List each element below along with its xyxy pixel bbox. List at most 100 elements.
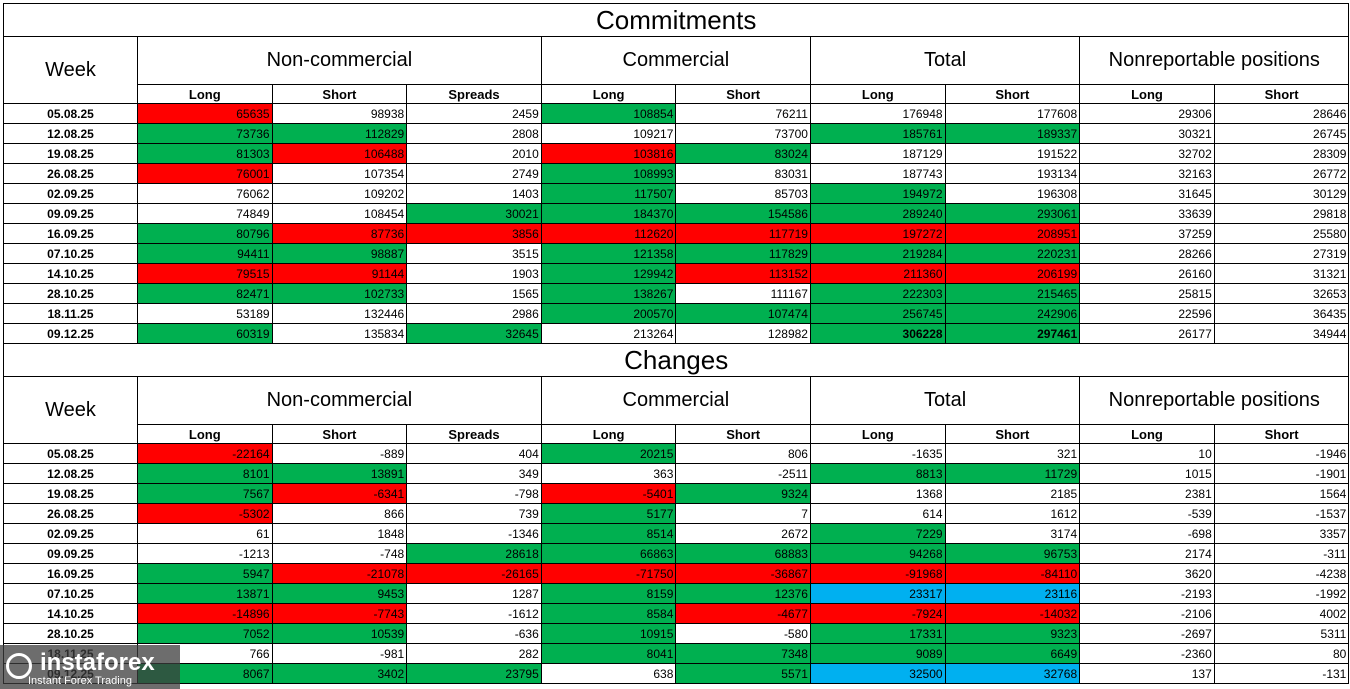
value-cell: 137	[1079, 663, 1215, 684]
value-cell: 26160	[1079, 263, 1215, 284]
value-cell: 806	[675, 443, 811, 464]
value-cell: 638	[540, 663, 677, 684]
data-row: 19.08.25 7567 -6341 -798 -5401 9324 1368 2185 23…	[3, 483, 1350, 504]
data-row: 28.10.25 82471 102733 1565 138267 111167 22230…	[3, 283, 1350, 304]
week-cell: 18.11.25	[3, 303, 138, 324]
value-cell: 206199	[944, 263, 1081, 284]
data-row: 12.08.25 8101 13891 349 363 -2511 8813 11729 101…	[3, 463, 1350, 484]
value-cell: 7052	[137, 623, 273, 644]
value-cell: 29306	[1079, 103, 1215, 124]
column-header: Short	[675, 424, 811, 444]
value-cell: 113152	[675, 263, 811, 284]
column-header: Short	[944, 424, 1081, 444]
value-cell: 11729	[944, 463, 1081, 484]
value-cell: -889	[271, 443, 408, 464]
value-cell: -71750	[540, 563, 677, 584]
value-cell: 196308	[944, 183, 1081, 204]
value-cell: 2808	[406, 123, 542, 144]
value-cell: 30321	[1079, 123, 1215, 144]
data-row: 09.09.25 -1213 -748 28618 66863 68883 94268 967…	[3, 543, 1350, 564]
value-cell: 404	[406, 443, 542, 464]
value-cell: 242906	[944, 303, 1081, 324]
value-cell: 222303	[809, 283, 946, 304]
value-cell: 96753	[944, 543, 1081, 564]
value-cell: 32163	[1079, 163, 1215, 184]
value-cell: 68883	[675, 543, 811, 564]
value-cell: 197272	[809, 223, 946, 244]
week-cell: 12.08.25	[3, 463, 138, 484]
value-cell: 8101	[137, 463, 273, 484]
value-cell: 256745	[809, 303, 946, 324]
value-cell: 36435	[1213, 303, 1350, 324]
value-cell: 185761	[809, 123, 946, 144]
value-cell: 176948	[809, 103, 946, 124]
value-cell: 32702	[1079, 143, 1215, 164]
data-row: 16.09.25 5947 -21078 -26165 -71750 -36867 -919…	[3, 563, 1350, 584]
sub-header-row: Long Short Spreads Long Short Long Short Long Sh…	[4, 84, 1350, 104]
value-cell: 27319	[1213, 243, 1350, 264]
value-cell: -5302	[137, 503, 273, 524]
week-cell: 14.10.25	[3, 603, 138, 624]
column-header: Short	[271, 84, 408, 104]
value-cell: 2185	[944, 483, 1081, 504]
week-cell: 28.10.25	[3, 623, 138, 644]
data-row: 05.08.25 -22164 -889 404 20215 806 -1635 321 10-…	[3, 443, 1350, 464]
week-cell: 28.10.25	[3, 283, 138, 304]
value-cell: 5571	[675, 663, 811, 684]
value-cell: 154586	[675, 203, 811, 224]
value-cell: 26772	[1213, 163, 1350, 184]
value-cell: -636	[406, 623, 542, 644]
value-cell: 81303	[137, 143, 273, 164]
value-cell: 91144	[271, 263, 408, 284]
value-cell: 6649	[944, 643, 1081, 664]
group-header: Non-commercial	[137, 36, 542, 85]
group-header-row: Week Non-commercial Commercial Total Nonrepo…	[3, 36, 1350, 104]
data-row: 02.09.25 76062 109202 1403 117507 85703 194972…	[3, 183, 1350, 204]
week-cell: 09.09.25	[3, 203, 138, 224]
value-cell: 73700	[675, 123, 811, 144]
value-cell: -2106	[1079, 603, 1215, 624]
value-cell: 8041	[540, 643, 677, 664]
value-cell: 102733	[271, 283, 408, 304]
value-cell: 32768	[944, 663, 1081, 684]
value-cell: 23795	[406, 663, 542, 684]
value-cell: -981	[271, 643, 408, 664]
value-cell: -1612	[406, 603, 542, 624]
value-cell: 66863	[540, 543, 677, 564]
value-cell: 3402	[271, 663, 408, 684]
value-cell: -311	[1213, 543, 1350, 564]
week-cell: 05.08.25	[3, 103, 138, 124]
value-cell: 10915	[540, 623, 677, 644]
value-cell: 2174	[1079, 543, 1215, 564]
value-cell: 129942	[540, 263, 677, 284]
value-cell: -36867	[675, 563, 811, 584]
value-cell: 61	[137, 523, 273, 544]
value-cell: -580	[675, 623, 811, 644]
value-cell: 117829	[675, 243, 811, 264]
value-cell: 32500	[809, 663, 946, 684]
value-cell: 29818	[1213, 203, 1350, 224]
value-cell: 293061	[944, 203, 1081, 224]
value-cell: 8813	[809, 463, 946, 484]
value-cell: 1564	[1213, 483, 1350, 504]
value-cell: 94411	[137, 243, 273, 264]
value-cell: -22164	[137, 443, 273, 464]
value-cell: -84110	[944, 563, 1081, 584]
value-cell: 12376	[675, 583, 811, 604]
watermark: instaforex Instant Forex Trading	[0, 645, 180, 689]
value-cell: 33639	[1079, 203, 1215, 224]
value-cell: -2193	[1079, 583, 1215, 604]
value-cell: 1287	[406, 583, 542, 604]
value-cell: 60319	[137, 323, 273, 344]
column-header: Long	[137, 424, 273, 444]
table-title: Changes	[2, 343, 1350, 377]
value-cell: 5947	[137, 563, 273, 584]
value-cell: 4002	[1213, 603, 1350, 624]
value-cell: 28646	[1213, 103, 1350, 124]
value-cell: 107354	[271, 163, 408, 184]
value-cell: 349	[406, 463, 542, 484]
week-cell: 26.08.25	[3, 503, 138, 524]
value-cell: -14896	[137, 603, 273, 624]
value-cell: -7743	[271, 603, 408, 624]
value-cell: 194972	[809, 183, 946, 204]
